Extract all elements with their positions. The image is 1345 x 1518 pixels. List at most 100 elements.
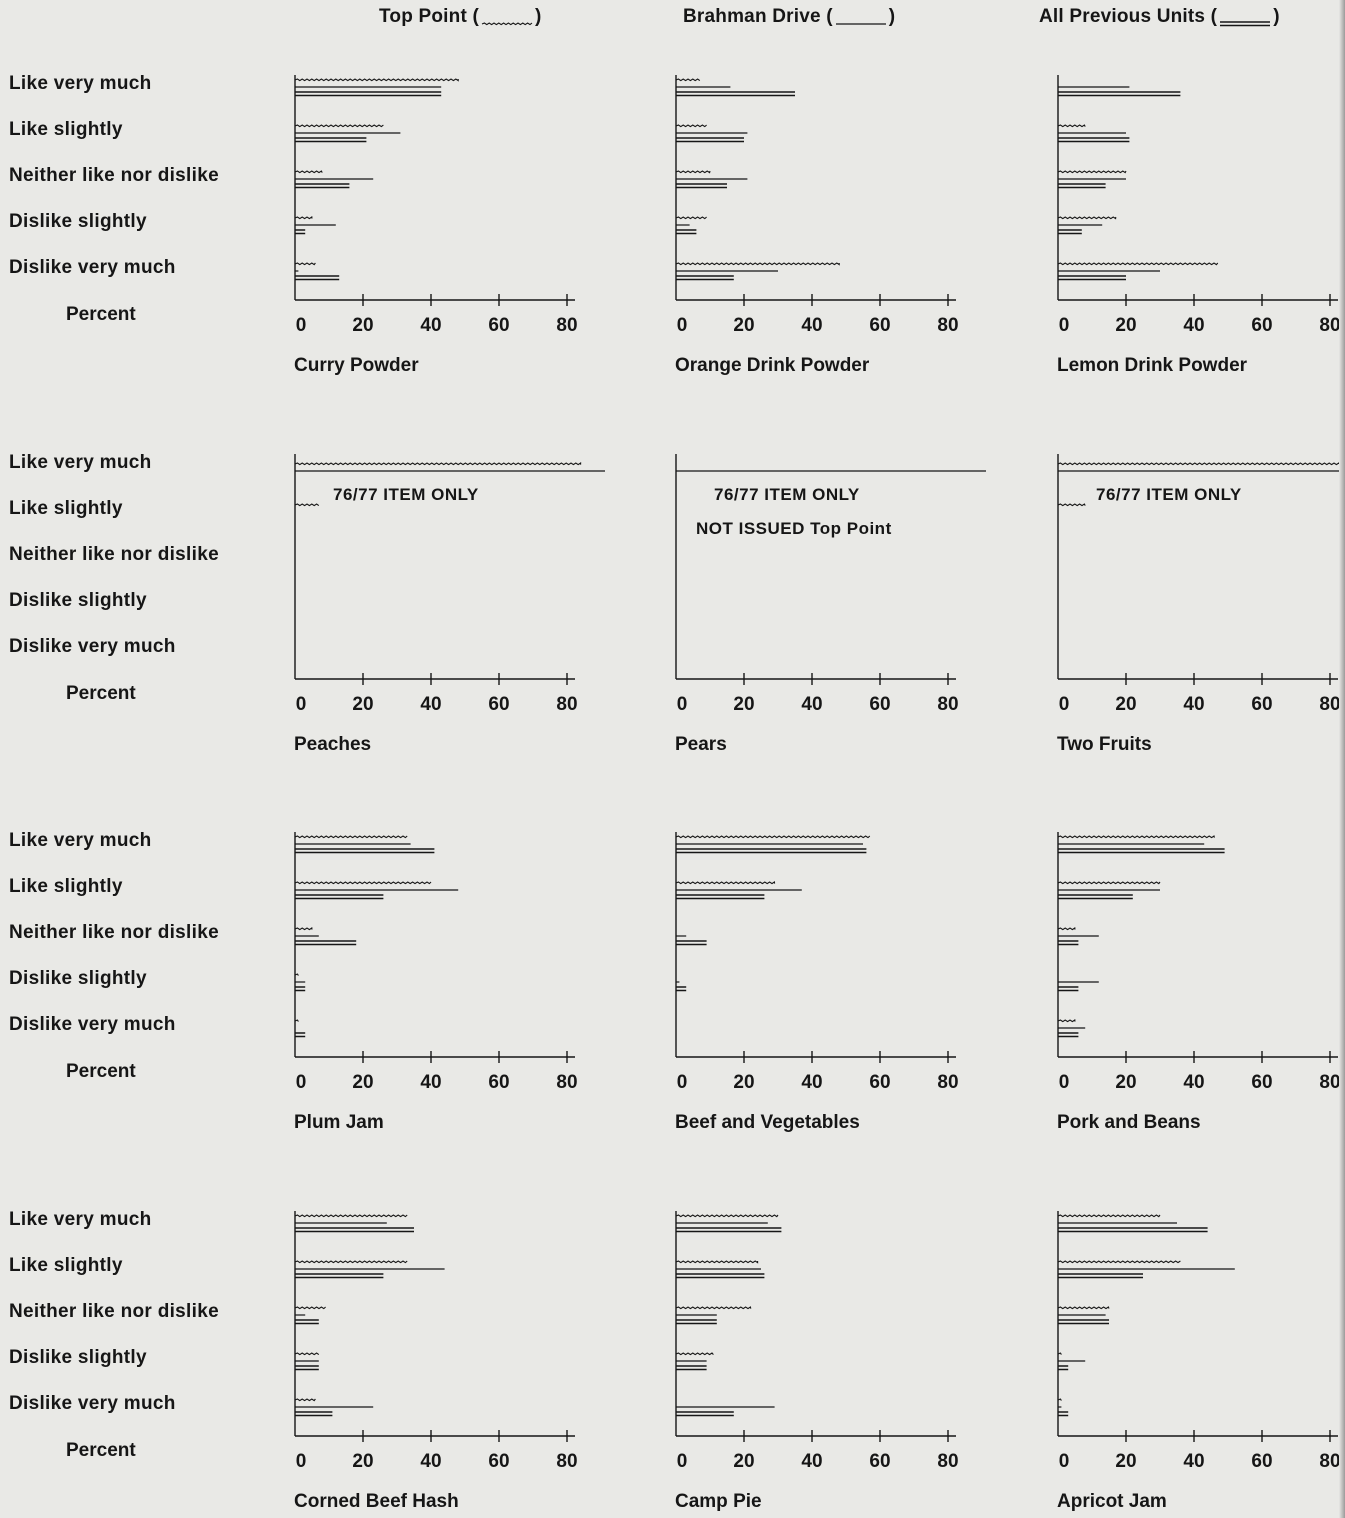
x-tick-label: 20 xyxy=(733,1451,754,1472)
bar-tp-line xyxy=(1057,1019,1076,1023)
bar-tp-line xyxy=(1057,462,1341,466)
x-tick-label: 80 xyxy=(556,1072,577,1093)
bar-tp xyxy=(294,1019,299,1022)
x-tick-label: 20 xyxy=(733,315,754,336)
x-tick-label: 40 xyxy=(420,1451,441,1472)
x-tick-label: 0 xyxy=(677,1451,688,1472)
bar-tp-line xyxy=(294,503,320,507)
bar-tp xyxy=(1057,1352,1062,1355)
x-tick-label: 60 xyxy=(869,1072,890,1093)
bar-tp xyxy=(1057,1306,1110,1310)
bar-tp-line xyxy=(294,1398,316,1402)
x-tick-label: 40 xyxy=(801,1451,822,1472)
bar-ap xyxy=(676,1319,717,1325)
bar-tp-line xyxy=(294,1352,320,1356)
bar-tp-line xyxy=(294,1306,326,1310)
x-tick-label: 0 xyxy=(296,315,307,336)
bar-ap xyxy=(1058,894,1133,900)
x-tick-label: 80 xyxy=(937,315,958,336)
x-tick-label: 40 xyxy=(801,1072,822,1093)
percent-axis-label: Percent xyxy=(66,1061,136,1082)
bar-tp-line xyxy=(294,1214,408,1218)
x-tick-label: 20 xyxy=(733,694,754,715)
legend-top-point: Top Point () xyxy=(379,6,542,27)
bar-ap xyxy=(295,1227,414,1233)
x-tick-label: 80 xyxy=(1319,315,1340,336)
x-tick-label: 40 xyxy=(420,1072,441,1093)
x-tick-label: 20 xyxy=(733,1072,754,1093)
bar-tp-line xyxy=(675,1352,714,1356)
category-label: Like very much xyxy=(9,830,152,851)
bar-tp xyxy=(675,1214,779,1218)
bar-ap xyxy=(295,275,340,281)
legend-top-point-sample-svg xyxy=(481,22,533,26)
bar-tp-line xyxy=(1057,1260,1181,1264)
category-label: Dislike slightly xyxy=(9,590,147,611)
bar-tp xyxy=(675,1260,759,1264)
bar-ap xyxy=(295,848,435,854)
bar-tp-line xyxy=(675,1260,759,1264)
bar-tp xyxy=(1057,1214,1161,1218)
chart-panel: 0 20 40 60 80 Lemon Drink Powder xyxy=(1057,75,1341,376)
bar-tp-line xyxy=(294,835,408,839)
bar-ap xyxy=(295,940,357,946)
bar-tp-line xyxy=(1057,503,1086,507)
bar-tp xyxy=(1057,124,1086,128)
bar-tp-line xyxy=(1057,262,1219,266)
bar-tp-line xyxy=(1057,1214,1161,1218)
chart-panel: 0 20 40 60 80 Corned Beef Hash xyxy=(294,1211,578,1512)
bar-ap xyxy=(1058,137,1130,143)
category-label: Dislike slightly xyxy=(9,211,147,232)
chart-title: Pork and Beans xyxy=(1057,1112,1201,1133)
x-tick-label: 60 xyxy=(488,694,509,715)
bar-tp xyxy=(675,881,776,885)
chart-title: Peaches xyxy=(294,734,371,755)
bar-ap xyxy=(676,137,744,143)
bar-tp-line xyxy=(675,835,871,839)
x-tick-label: 0 xyxy=(677,694,688,715)
bar-tp xyxy=(1057,835,1215,839)
bar-tp-line xyxy=(675,881,776,885)
bar-ap xyxy=(676,1411,734,1417)
bar-ap xyxy=(676,986,687,992)
bar-tp xyxy=(675,216,707,220)
x-tick-label: 80 xyxy=(937,694,958,715)
bar-tp-line xyxy=(675,1214,779,1218)
bar-tp-line xyxy=(1057,927,1076,931)
x-tick-label: 20 xyxy=(1115,1072,1136,1093)
bar-ap xyxy=(676,229,697,235)
legend-top-point-sample-mark xyxy=(481,22,533,26)
bar-tp-line xyxy=(1057,170,1127,174)
bar-ap xyxy=(676,894,765,900)
chart-panel: 0 20 40 60 80 Plum Jam xyxy=(294,832,578,1133)
x-tick-label: 20 xyxy=(352,315,373,336)
bar-tp-line xyxy=(294,124,384,128)
bar-tp-line xyxy=(1057,881,1161,885)
chart-title: Curry Powder xyxy=(294,355,419,376)
x-tick-label: 0 xyxy=(1059,694,1070,715)
x-tick-label: 80 xyxy=(556,1451,577,1472)
bar-tp-line xyxy=(294,973,299,976)
bar-tp xyxy=(294,262,316,266)
bar-ap xyxy=(295,1365,319,1371)
legend-brahman-drive-sample xyxy=(835,12,887,25)
bar-tp xyxy=(294,1398,316,1402)
bar-tp xyxy=(294,78,459,82)
page-edge-shadow xyxy=(1339,0,1345,1518)
bar-ap xyxy=(676,848,867,854)
bar-tp-line xyxy=(294,262,316,266)
bar-tp xyxy=(1057,462,1341,466)
chart-panel: 0 20 40 60 80 Pears 76/77 ITEM ONLY NOT ISSUED … xyxy=(675,454,986,755)
bar-ap xyxy=(1058,1365,1069,1371)
chart-panel: 0 20 40 60 80 Camp Pie xyxy=(675,1211,959,1512)
category-label: Like very much xyxy=(9,73,152,94)
chart-title: Orange Drink Powder xyxy=(675,355,870,376)
chart-panel: 0 20 40 60 80 Beef and Vegetables xyxy=(675,832,959,1133)
bar-ap xyxy=(676,275,734,281)
bar-tp xyxy=(1057,216,1117,220)
bar-tp xyxy=(1057,1019,1076,1023)
bar-tp-line xyxy=(1057,216,1117,220)
legend-all-previous-sample-mark xyxy=(1220,21,1271,27)
